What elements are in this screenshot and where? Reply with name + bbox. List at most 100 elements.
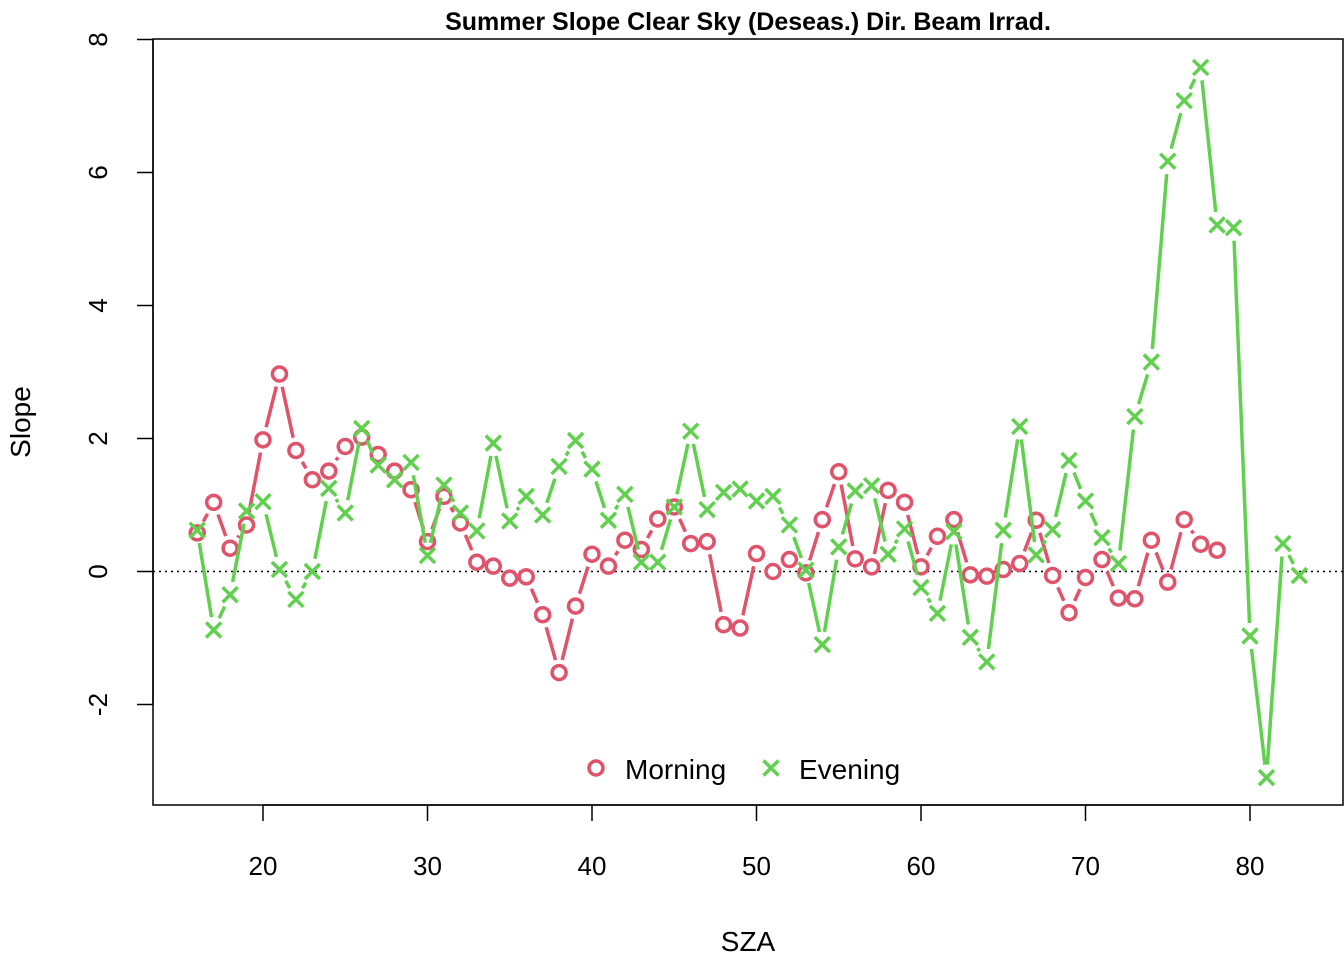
series-morning-segment xyxy=(1189,529,1195,535)
data-point-evening xyxy=(599,511,618,530)
data-point-evening xyxy=(1290,566,1309,585)
data-point-morning xyxy=(830,463,848,481)
data-point-evening xyxy=(583,460,601,478)
data-point-evening xyxy=(649,553,667,571)
data-point-evening xyxy=(1060,451,1078,470)
series-evening-segment xyxy=(1019,439,1037,543)
series-morning-segment xyxy=(300,460,308,470)
series-layer xyxy=(188,58,1309,787)
y-axis-label: Slope xyxy=(5,386,36,458)
data-point-morning xyxy=(978,567,996,585)
data-point-evening xyxy=(1208,216,1226,234)
series-evening-segment xyxy=(365,439,375,454)
data-point-evening xyxy=(1109,554,1128,573)
series-evening-segment xyxy=(1041,539,1047,545)
legend-label-evening: Evening xyxy=(799,754,900,785)
series-evening-segment xyxy=(822,559,839,633)
data-point-evening xyxy=(862,476,881,495)
series-morning xyxy=(188,365,1226,682)
series-evening-segment xyxy=(777,506,785,515)
data-point-morning xyxy=(862,558,881,576)
data-point-evening xyxy=(1224,218,1243,237)
series-morning-segment xyxy=(264,386,278,428)
series-evening-segment xyxy=(217,605,227,619)
data-point-evening xyxy=(895,520,914,538)
y-tick-label: -2 xyxy=(83,693,113,716)
data-point-morning xyxy=(451,514,470,532)
data-point-morning xyxy=(1191,535,1210,553)
data-point-morning xyxy=(1175,510,1193,529)
data-point-morning xyxy=(550,663,568,682)
series-evening-segment xyxy=(197,542,214,618)
series-morning-segment xyxy=(529,588,540,604)
series-morning-segment xyxy=(1154,551,1165,571)
series-morning-segment xyxy=(1169,531,1183,571)
series-evening-segment xyxy=(906,540,920,576)
data-point-evening xyxy=(714,483,733,502)
series-evening-segment xyxy=(580,450,588,459)
x-tick-label: 80 xyxy=(1236,851,1265,881)
y-tick-label: 8 xyxy=(83,32,113,46)
data-point-morning xyxy=(599,557,618,575)
data-point-evening xyxy=(830,538,848,556)
series-evening-segment xyxy=(449,495,456,503)
y-tick-label: 2 xyxy=(83,431,113,445)
series-evening-segment xyxy=(1118,429,1136,551)
data-point-evening xyxy=(1241,627,1259,645)
data-point-evening xyxy=(797,561,815,579)
series-morning-segment xyxy=(560,618,575,661)
data-point-evening xyxy=(665,498,683,516)
data-point-evening xyxy=(698,500,716,519)
data-point-morning xyxy=(1076,568,1095,587)
data-point-morning xyxy=(780,550,799,569)
data-point-morning xyxy=(303,470,322,489)
data-point-morning xyxy=(879,481,897,500)
x-tick-label: 50 xyxy=(742,851,771,881)
series-evening-segment xyxy=(300,581,308,590)
data-point-morning xyxy=(336,437,354,456)
y-tick-label: 0 xyxy=(83,564,113,578)
series-evening-segment xyxy=(494,455,509,509)
series-evening-segment xyxy=(1249,648,1267,765)
data-point-evening xyxy=(418,546,437,565)
data-point-morning xyxy=(369,445,387,464)
x-tick-label: 60 xyxy=(907,851,936,881)
series-morning-segment xyxy=(741,565,756,616)
data-point-evening xyxy=(517,487,535,506)
data-point-morning xyxy=(649,510,667,528)
series-evening-segment xyxy=(792,536,804,559)
series-evening-segment xyxy=(1107,547,1113,554)
series-evening-segment xyxy=(1053,472,1068,518)
series-morning-segment xyxy=(247,452,263,513)
y-tick-label: 4 xyxy=(83,298,113,312)
data-point-morning xyxy=(517,568,535,586)
series-morning-segment xyxy=(236,534,241,539)
series-evening-segment xyxy=(477,455,493,519)
series-evening-segment xyxy=(1232,240,1252,624)
legend-marker-evening xyxy=(762,759,780,777)
series-evening-segment xyxy=(626,506,640,550)
series-morning-segment xyxy=(544,626,558,661)
series-evening-segment xyxy=(428,497,443,544)
x-tick-label: 40 xyxy=(578,851,607,881)
series-evening-segment xyxy=(938,543,954,601)
data-point-morning xyxy=(1060,603,1078,622)
data-point-evening xyxy=(879,545,897,563)
data-point-evening xyxy=(1027,546,1045,564)
data-point-morning xyxy=(320,462,338,480)
data-point-morning xyxy=(895,493,914,512)
y-tick-label: 6 xyxy=(83,165,113,179)
data-point-evening xyxy=(336,504,354,522)
data-point-morning xyxy=(1208,541,1226,559)
data-point-evening xyxy=(928,604,947,623)
data-point-evening xyxy=(237,502,256,520)
data-point-morning xyxy=(961,566,980,584)
data-point-morning xyxy=(468,553,486,571)
series-evening-segment xyxy=(986,542,1004,650)
series-evening-segment xyxy=(1136,373,1150,405)
series-evening-segment xyxy=(230,523,246,583)
series-evening-segment xyxy=(1169,112,1183,150)
series-evening-segment xyxy=(1200,80,1218,213)
data-point-evening xyxy=(1257,768,1276,787)
series-evening-segment xyxy=(691,443,707,498)
